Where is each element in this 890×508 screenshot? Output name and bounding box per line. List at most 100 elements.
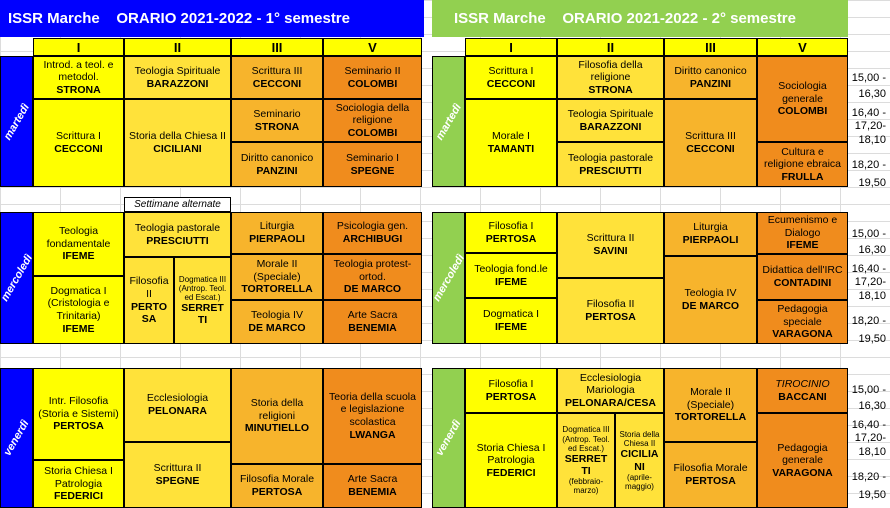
course-title: Scrittura I bbox=[488, 64, 534, 77]
course-cell[interactable]: Dogmatica III (Antrop. Teol. ed Escat.) S… bbox=[174, 257, 231, 344]
course-cell[interactable]: Scrittura I CECCONI bbox=[33, 99, 124, 187]
teacher-name: SPEGNE bbox=[350, 164, 395, 177]
course-title: Didattica dell'IRC bbox=[762, 264, 843, 277]
course-cell[interactable]: Diritto canonico PANZINI bbox=[664, 56, 757, 99]
course-cell[interactable]: Morale II (Speciale) TORTORELLA bbox=[664, 368, 757, 442]
course-cell[interactable]: Sociologia generale COLOMBI bbox=[757, 56, 848, 142]
course-cell[interactable]: Ecclesiologia PELONARA bbox=[124, 368, 231, 442]
course-title: Scrittura III bbox=[685, 130, 736, 143]
course-cell[interactable]: Ecclesiologia Mariologia PELONARA/CESA bbox=[557, 368, 664, 413]
day-label: martedì bbox=[432, 56, 465, 187]
course-cell[interactable]: Filosofia Morale PERTOSA bbox=[664, 442, 757, 508]
course-cell[interactable]: Scrittura I CECCONI bbox=[465, 56, 557, 99]
teacher-name: PERTOSA bbox=[485, 232, 537, 245]
teacher-name: CICILIANI bbox=[153, 143, 202, 155]
course-cell[interactable]: Morale I TAMANTI bbox=[465, 99, 557, 187]
course-title: Filosofia della religione bbox=[578, 58, 643, 84]
course-title: Scrittura III bbox=[251, 64, 303, 77]
course-title: Scrittura I bbox=[56, 130, 101, 143]
course-cell[interactable]: Dogmatica III (Antrop. Teol. ed Escat.) S… bbox=[557, 413, 615, 508]
course-cell[interactable]: Teologia Spirituale BARAZZONI bbox=[124, 56, 231, 99]
course-cell[interactable]: Filosofia II PERTOSA bbox=[557, 278, 664, 344]
course-cell[interactable]: Scrittura III CECCONI bbox=[664, 99, 757, 187]
course-cell[interactable]: Teoria della scuola e legislazione scola… bbox=[323, 368, 422, 464]
course-cell[interactable]: Arte Sacra BENEMIA bbox=[323, 464, 422, 508]
course-cell[interactable]: Intr. Filosofia (Storia e Sistemi) PERTOS… bbox=[33, 368, 124, 460]
teacher-name: STRONA bbox=[56, 83, 101, 96]
course-cell[interactable]: Storia Chiesa I Patrologia FEDERICI bbox=[465, 413, 557, 508]
teacher-name: PERTOSA bbox=[585, 311, 636, 323]
course-cell[interactable]: Scrittura III CECCONI bbox=[231, 56, 323, 99]
course-title: Intr. Filosofia (Storia e Sistemi) bbox=[38, 395, 119, 420]
course-cell[interactable]: Teologia pastorale PRESCIUTTI bbox=[124, 212, 231, 257]
teacher-name: MINUTIELLO bbox=[244, 422, 310, 435]
course-cell[interactable]: Seminario II COLOMBI bbox=[323, 56, 422, 99]
course-title: Storia della Chiesa II bbox=[129, 130, 226, 143]
course-cell[interactable]: Pedagogia generale VARAGONA bbox=[757, 413, 848, 508]
teacher-name: PERTOSA bbox=[485, 390, 537, 403]
course-cell[interactable]: Teologia IV DE MARCO bbox=[231, 300, 323, 344]
course-title: Filosofia II bbox=[586, 298, 635, 311]
teacher-name: PERTOSA bbox=[685, 475, 736, 487]
course-cell[interactable]: Teologia IV DE MARCO bbox=[664, 256, 757, 344]
course-cell[interactable]: Storia della Chiesa II CICILIA NI (aprile-… bbox=[615, 413, 664, 508]
course-cell[interactable]: Teologia fond.le IFEME bbox=[465, 253, 557, 298]
course-cell[interactable]: Teologia fondamentale IFEME bbox=[33, 212, 124, 276]
course-cell[interactable]: Ecumenismo e Dialogo IFEME bbox=[757, 212, 848, 254]
course-cell[interactable]: Introd. a teol. e metodol. STRONA bbox=[33, 56, 124, 99]
teacher-name: CECCONI bbox=[252, 77, 302, 90]
day-name: martedì bbox=[1, 101, 32, 142]
course-cell[interactable]: Teologia Spirituale BARAZZONI bbox=[557, 99, 664, 142]
course-cell[interactable]: Scrittura II SAVINI bbox=[557, 212, 664, 278]
teacher-name: PERTO SA bbox=[131, 300, 167, 326]
teacher-name: LWANGA bbox=[349, 428, 396, 441]
teacher-name: COLOMBI bbox=[347, 126, 398, 139]
course-title: Storia Chiesa I Patrologia bbox=[476, 441, 546, 467]
teacher-name: PELONARA/CESA bbox=[564, 396, 656, 409]
teacher-name: PELONARA bbox=[148, 405, 207, 417]
course-cell[interactable]: Arte Sacra BENEMIA bbox=[323, 300, 422, 344]
course-title: Ecclesiologia Mariologia bbox=[579, 371, 642, 397]
course-cell[interactable]: Filosofia Morale PERTOSA bbox=[231, 464, 323, 508]
day-label: venerdì bbox=[432, 368, 465, 508]
course-title: Dogmatica III (Antrop. Teol. ed Escat.) bbox=[562, 425, 610, 453]
semester-1-title: ISSR Marche ORARIO 2021-2022 - 1° semest… bbox=[0, 0, 424, 37]
column-header: II bbox=[557, 38, 664, 56]
day-name: mercoledì bbox=[430, 252, 467, 304]
course-cell[interactable]: Filosofia I PERTOSA bbox=[465, 212, 557, 253]
course-cell[interactable]: Sociologia della religione COLOMBI bbox=[323, 99, 422, 142]
course-cell[interactable]: Seminario STRONA bbox=[231, 99, 323, 142]
course-title: Psicologia gen. bbox=[336, 220, 409, 233]
teacher-name: IFEME bbox=[62, 250, 95, 263]
course-cell[interactable]: Storia della Chiesa II CICILIANI bbox=[124, 99, 231, 187]
course-cell[interactable]: Liturgia PIERPAOLI bbox=[664, 212, 757, 256]
day-name: venerdì bbox=[433, 418, 464, 458]
course-cell[interactable]: Liturgia PIERPAOLI bbox=[231, 212, 323, 254]
course-cell[interactable]: Teologia pastorale PRESCIUTTI bbox=[557, 142, 664, 187]
course-cell[interactable]: Storia della religioni MINUTIELLO bbox=[231, 368, 323, 464]
course-cell[interactable]: Morale II (Speciale) TORTORELLA bbox=[231, 254, 323, 300]
course-cell[interactable]: Didattica dell'IRC CONTADINI bbox=[757, 254, 848, 300]
time-label: 15,00 - bbox=[851, 384, 886, 396]
course-cell[interactable]: Scrittura II SPEGNE bbox=[124, 442, 231, 508]
teacher-name: IFEME bbox=[786, 239, 819, 252]
course-title: Sociologia della religione bbox=[335, 101, 410, 127]
course-cell[interactable]: Dogmatica I IFEME bbox=[465, 298, 557, 344]
teacher-name: PIERPAOLI bbox=[249, 233, 305, 245]
teacher-name: SERRET TI bbox=[564, 453, 608, 478]
course-cell[interactable]: Cultura e religione ebraica FRULLA bbox=[757, 142, 848, 187]
course-cell[interactable]: Pedagogia speciale VARAGONA bbox=[757, 300, 848, 344]
course-cell[interactable]: Filosofia della religione STRONA bbox=[557, 56, 664, 99]
course-cell[interactable]: Filosofia II PERTO SA bbox=[124, 257, 174, 344]
course-cell[interactable]: TIROCINIO BACCANI bbox=[757, 368, 848, 413]
course-cell[interactable]: Teologia protest-ortod. DE MARCO bbox=[323, 254, 422, 300]
course-title: Introd. a teol. e metodol. bbox=[43, 58, 114, 84]
course-cell[interactable]: Psicologia gen. ARCHIBUGI bbox=[323, 212, 422, 254]
course-cell[interactable]: Diritto canonico PANZINI bbox=[231, 142, 323, 187]
course-title: Teologia pastorale bbox=[134, 221, 221, 234]
course-cell[interactable]: Seminario I SPEGNE bbox=[323, 142, 422, 187]
course-cell[interactable]: Filosofia I PERTOSA bbox=[465, 368, 557, 413]
course-cell[interactable]: Storia Chiesa I Patrologia FEDERICI bbox=[33, 460, 124, 508]
course-cell[interactable]: Dogmatica I (Cristologia e Trinitaria) IF… bbox=[33, 276, 124, 344]
course-title: Scrittura II bbox=[153, 462, 202, 475]
